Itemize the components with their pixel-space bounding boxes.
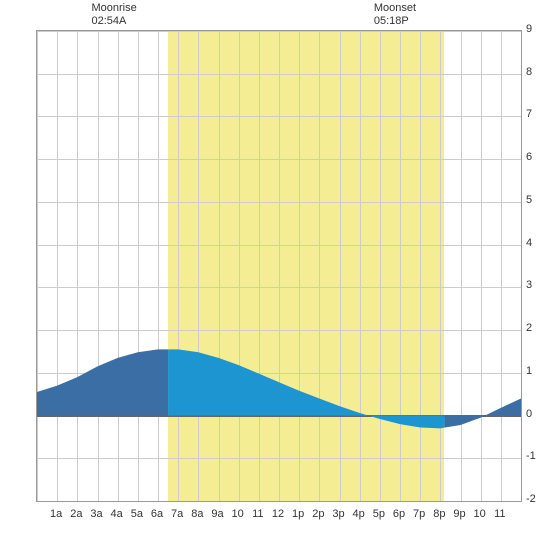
y-tick-label: 4 <box>526 237 532 249</box>
x-tick-label: 8p <box>429 508 449 520</box>
x-tick-label: 10 <box>228 508 248 520</box>
x-tick-label: 1p <box>288 508 308 520</box>
y-tick-label: -2 <box>526 493 536 505</box>
moonrise-label: Moonrise <box>92 2 137 14</box>
x-tick-label: 2p <box>308 508 328 520</box>
y-tick-label: 0 <box>526 408 532 420</box>
moonset-time: 05:18P <box>374 15 409 27</box>
x-tick-label: 9a <box>208 508 228 520</box>
x-tick-label: 12 <box>268 508 288 520</box>
x-tick-label: 6p <box>389 508 409 520</box>
x-tick-label: 9p <box>450 508 470 520</box>
tide-area <box>37 31 521 501</box>
tide-chart <box>36 30 522 502</box>
x-tick-label: 6a <box>147 508 167 520</box>
x-tick-label: 7a <box>167 508 187 520</box>
y-tick-label: 8 <box>526 66 532 78</box>
y-tick-label: 7 <box>526 108 532 120</box>
x-tick-label: 4p <box>349 508 369 520</box>
x-tick-label: 4a <box>107 508 127 520</box>
tide-fill-daylight <box>168 349 444 428</box>
y-tick-label: 3 <box>526 279 532 291</box>
y-tick-label: 2 <box>526 322 532 334</box>
y-tick-label: 9 <box>526 23 532 35</box>
x-tick-label: 2a <box>66 508 86 520</box>
moonset-label: Moonset <box>374 2 416 14</box>
x-tick-label: 5a <box>127 508 147 520</box>
x-tick-label: 11 <box>248 508 268 520</box>
x-tick-label: 7p <box>409 508 429 520</box>
y-tick-label: 5 <box>526 194 532 206</box>
x-tick-label: 11 <box>490 508 510 520</box>
x-tick-label: 1a <box>46 508 66 520</box>
x-tick-label: 10 <box>470 508 490 520</box>
y-tick-label: 1 <box>526 365 532 377</box>
y-tick-label: 6 <box>526 151 532 163</box>
x-tick-label: 5p <box>369 508 389 520</box>
tide-fill-post-daylight <box>444 398 521 427</box>
x-tick-label: 3p <box>329 508 349 520</box>
y-tick-label: -1 <box>526 450 536 462</box>
tide-fill-pre-daylight <box>37 349 168 415</box>
x-tick-label: 3a <box>87 508 107 520</box>
x-tick-label: 8a <box>187 508 207 520</box>
moonrise-time: 02:54A <box>92 15 127 27</box>
